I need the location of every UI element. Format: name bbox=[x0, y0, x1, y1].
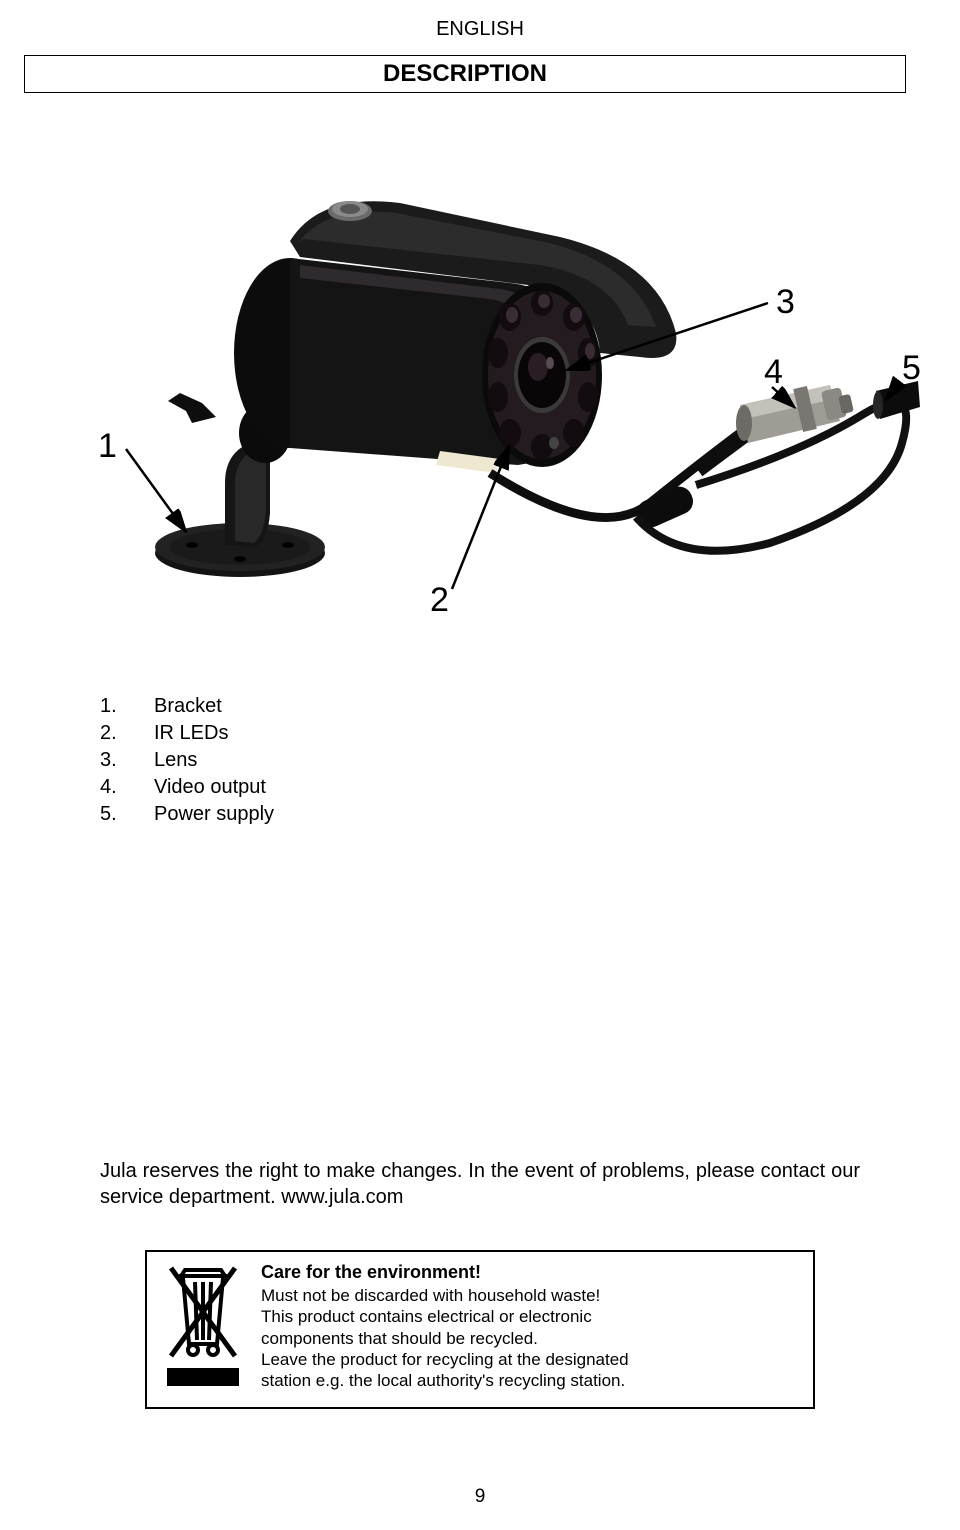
list-label: IR LEDs bbox=[154, 720, 228, 747]
list-label: Lens bbox=[154, 747, 197, 774]
list-num: 4. bbox=[100, 774, 154, 801]
product-figure: 1 2 3 4 5 bbox=[40, 143, 920, 653]
callout-arrows bbox=[40, 143, 920, 653]
section-title: DESCRIPTION bbox=[24, 55, 906, 93]
weee-line: This product contains electrical or elec… bbox=[261, 1306, 629, 1327]
list-item: 3. Lens bbox=[100, 747, 960, 774]
disclaimer-text: Jula reserves the right to make changes.… bbox=[100, 1158, 860, 1210]
weee-box: Care for the environment! Must not be di… bbox=[145, 1250, 815, 1409]
list-item: 4. Video output bbox=[100, 774, 960, 801]
list-item: 1. Bracket bbox=[100, 693, 960, 720]
weee-icon bbox=[161, 1262, 245, 1397]
weee-line: Must not be discarded with household was… bbox=[261, 1285, 629, 1306]
list-label: Power supply bbox=[154, 801, 274, 828]
list-item: 5. Power supply bbox=[100, 801, 960, 828]
list-num: 1. bbox=[100, 693, 154, 720]
list-num: 5. bbox=[100, 801, 154, 828]
weee-line: Leave the product for recycling at the d… bbox=[261, 1349, 629, 1370]
page-header: ENGLISH bbox=[0, 0, 960, 41]
list-label: Video output bbox=[154, 774, 266, 801]
weee-line: station e.g. the local authority's recyc… bbox=[261, 1370, 629, 1391]
list-num: 2. bbox=[100, 720, 154, 747]
list-num: 3. bbox=[100, 747, 154, 774]
page-number: 9 bbox=[0, 1486, 960, 1508]
parts-list: 1. Bracket 2. IR LEDs 3. Lens 4. Video o… bbox=[100, 693, 960, 828]
weee-line: components that should be recycled. bbox=[261, 1328, 629, 1349]
weee-title: Care for the environment! bbox=[261, 1262, 629, 1283]
list-label: Bracket bbox=[154, 693, 222, 720]
weee-text: Care for the environment! Must not be di… bbox=[261, 1262, 629, 1391]
list-item: 2. IR LEDs bbox=[100, 720, 960, 747]
